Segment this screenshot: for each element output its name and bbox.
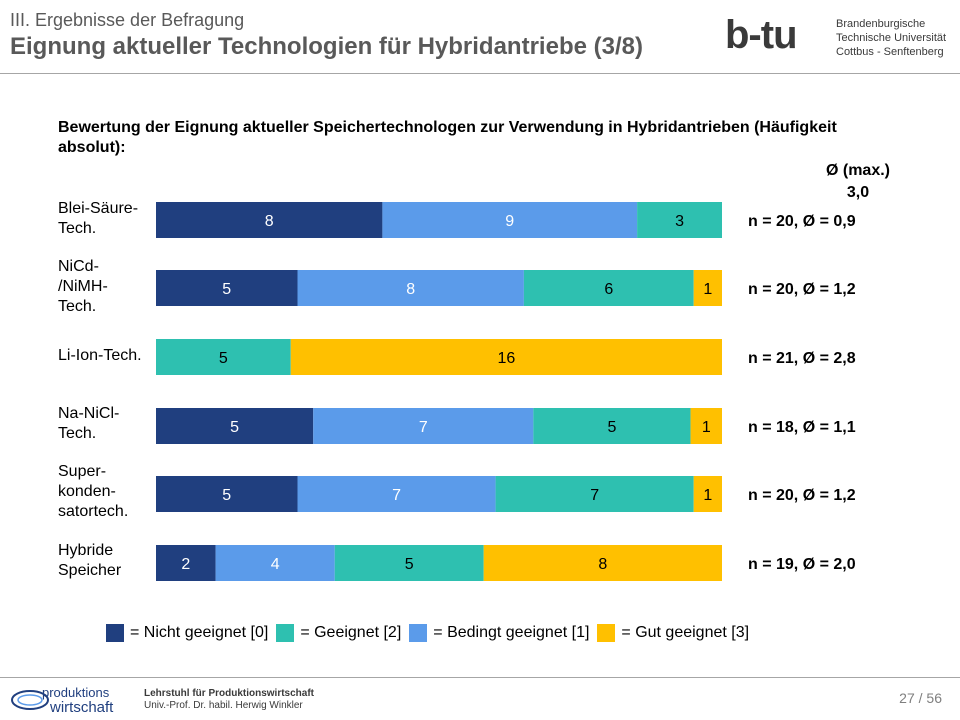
bar-segment [297, 270, 524, 306]
legend-item: = Gut geeignet [3] [597, 624, 749, 642]
bar-value-label: 5 [405, 556, 414, 573]
average-annotation: n = 21, Ø = 2,8 [748, 350, 856, 367]
university-line: Technische Universität [836, 32, 947, 44]
bar-value-label: 9 [505, 213, 514, 230]
bar-value-label: 4 [271, 556, 280, 573]
bar-value-label: 5 [219, 350, 228, 367]
legend-label: = Bedingt geeignet [1] [433, 624, 590, 641]
bar-segment [693, 270, 722, 306]
bar-value-label: 16 [497, 350, 515, 367]
chart-legend: = Nicht geeignet [0] = Geeignet [2] = Bedi… [106, 624, 757, 642]
university-name: Brandenburgische Technische Universität … [836, 17, 946, 59]
logo-text: b-tu [725, 13, 797, 56]
bar-value-label: 8 [598, 556, 607, 573]
chair-name: Lehrstuhl für Produktionswirtschaft [144, 688, 315, 699]
bar-segment [156, 408, 314, 444]
bar-segment [156, 339, 291, 375]
page-number: 27 / 56 [899, 690, 942, 706]
bar-segment [156, 202, 383, 238]
average-header: Ø (max.) 3,0 [808, 160, 908, 204]
average-annotation: n = 20, Ø = 0,9 [748, 213, 856, 230]
bar-value-label: 5 [222, 487, 231, 504]
bar-segment [533, 408, 691, 444]
bar-segment [693, 476, 722, 512]
university-logo: b-tu [725, 12, 825, 61]
category-label: Li-Ion-Tech. [58, 347, 142, 364]
bar-segment [156, 545, 216, 581]
bar-segment [483, 545, 722, 581]
bar-segment [297, 476, 496, 512]
bar-value-label: 8 [406, 281, 415, 298]
logo-line-top: produktions [42, 685, 110, 700]
average-annotation: n = 20, Ø = 1,2 [748, 487, 856, 504]
average-header-line: Ø (max.) [825, 162, 890, 179]
chair-logo: produktions wirtschaft [10, 685, 135, 720]
category-label: Super-konden-satortech. [58, 463, 129, 520]
footer-divider [0, 677, 960, 678]
bar-value-label: 7 [419, 419, 428, 436]
bar-segment [156, 270, 298, 306]
bar-value-label: 8 [265, 213, 274, 230]
bar-value-label: 7 [590, 487, 599, 504]
legend-item: = Geeignet [2] [276, 624, 401, 642]
bar-value-label: 5 [607, 419, 616, 436]
logo-line-bottom: wirtschaft [49, 699, 114, 715]
bar-value-label: 7 [392, 487, 401, 504]
category-label: Blei-Säure- Tech. [58, 200, 139, 237]
legend-swatch [409, 624, 428, 642]
legend-item: = Nicht geeignet [0] [106, 624, 268, 642]
average-annotation: n = 20, Ø = 1,2 [748, 281, 856, 298]
legend-swatch [106, 624, 124, 642]
bar-segment [690, 408, 722, 444]
legend-label: = Gut geeignet [3] [621, 624, 750, 641]
bar-value-label: 5 [230, 419, 239, 436]
bar-segment [313, 408, 534, 444]
legend-item: = Bedingt geeignet [1] [409, 624, 589, 642]
bar-segment [523, 270, 694, 306]
average-annotation: n = 18, Ø = 1,1 [748, 419, 856, 436]
university-line: Brandenburgische [836, 18, 926, 30]
header-divider [0, 73, 960, 74]
university-line: Cottbus - Senftenberg [836, 46, 944, 58]
bar-segment [156, 476, 298, 512]
bar-segment [334, 545, 484, 581]
bar-value-label: 1 [702, 419, 711, 436]
bar-segment [637, 202, 722, 238]
professor-name: Univ.-Prof. Dr. habil. Herwig Winkler [144, 700, 303, 711]
average-header-line: 3,0 [846, 184, 870, 201]
bar-segment [382, 202, 638, 238]
category-label: Na-NiCl- Tech. [58, 405, 120, 442]
bar-segment [290, 339, 722, 375]
slide-title: Eignung aktueller Technologien für Hybri… [10, 33, 643, 60]
chart-title: Bewertung der Eignung aktueller Speicher… [58, 119, 837, 156]
bar-value-label: 2 [181, 556, 190, 573]
legend-label: = Geeignet [2] [300, 624, 402, 641]
legend-swatch [597, 624, 616, 642]
bar-segment [495, 476, 694, 512]
category-label: NiCd-/NiMH- Tech. [58, 258, 108, 315]
bar-value-label: 3 [675, 213, 684, 230]
average-annotation: n = 19, Ø = 2,0 [748, 556, 856, 573]
bar-value-label: 5 [222, 281, 231, 298]
bar-value-label: 1 [703, 281, 712, 298]
bar-segment [215, 545, 335, 581]
legend-label: = Nicht geeignet [0] [130, 624, 269, 641]
legend-swatch [276, 624, 295, 642]
bar-value-label: 6 [604, 281, 613, 298]
category-label: Hybride Speicher [58, 542, 122, 579]
bar-value-label: 1 [703, 487, 712, 504]
section-heading: III. Ergebnisse der Befragung [10, 10, 245, 30]
